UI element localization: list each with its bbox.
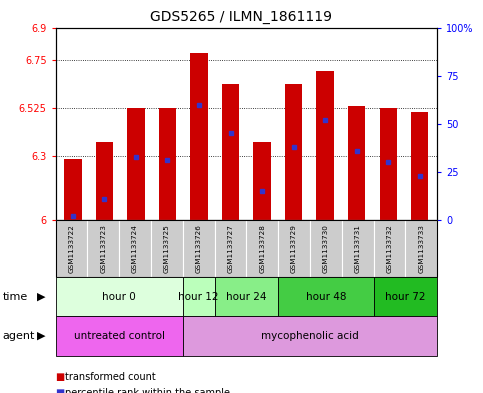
- Bar: [316, 72, 334, 220]
- Text: GSM1133725: GSM1133725: [164, 224, 170, 273]
- Text: GSM1133730: GSM1133730: [323, 224, 329, 273]
- Bar: [278, 277, 373, 316]
- Bar: [405, 220, 437, 277]
- Text: hour 48: hour 48: [306, 292, 346, 302]
- Bar: [183, 220, 214, 277]
- Bar: [214, 220, 246, 277]
- Text: GSM1133724: GSM1133724: [132, 224, 138, 273]
- Text: transformed count: transformed count: [65, 372, 156, 382]
- Text: ■: ■: [56, 372, 65, 382]
- Bar: [373, 220, 405, 277]
- Text: GSM1133726: GSM1133726: [196, 224, 201, 273]
- Bar: [342, 220, 373, 277]
- Text: GDS5265 / ILMN_1861119: GDS5265 / ILMN_1861119: [151, 10, 332, 24]
- Text: GSM1133732: GSM1133732: [386, 224, 392, 273]
- Text: ▶: ▶: [37, 331, 45, 341]
- Text: untreated control: untreated control: [73, 331, 165, 341]
- Text: ■: ■: [56, 388, 65, 393]
- Text: GSM1133722: GSM1133722: [69, 224, 74, 273]
- Bar: [380, 108, 397, 220]
- Bar: [56, 220, 87, 277]
- Bar: [246, 220, 278, 277]
- Text: hour 72: hour 72: [385, 292, 426, 302]
- Bar: [278, 220, 310, 277]
- Text: time: time: [2, 292, 28, 302]
- Bar: [183, 277, 214, 316]
- Bar: [119, 220, 151, 277]
- Bar: [285, 84, 302, 220]
- Text: hour 24: hour 24: [226, 292, 267, 302]
- Bar: [310, 220, 342, 277]
- Text: hour 0: hour 0: [102, 292, 136, 302]
- Bar: [56, 277, 183, 316]
- Bar: [183, 316, 437, 356]
- Bar: [56, 316, 183, 356]
- Text: percentile rank within the sample: percentile rank within the sample: [65, 388, 230, 393]
- Bar: [214, 277, 278, 316]
- Bar: [411, 112, 428, 220]
- Text: GSM1133723: GSM1133723: [100, 224, 106, 273]
- Bar: [159, 108, 176, 220]
- Bar: [96, 142, 113, 220]
- Bar: [373, 277, 437, 316]
- Text: mycophenolic acid: mycophenolic acid: [261, 331, 359, 341]
- Text: ▶: ▶: [37, 292, 45, 302]
- Text: GSM1133733: GSM1133733: [418, 224, 424, 273]
- Text: GSM1133731: GSM1133731: [355, 224, 361, 273]
- Bar: [64, 159, 82, 220]
- Bar: [87, 220, 119, 277]
- Bar: [254, 142, 271, 220]
- Bar: [222, 84, 239, 220]
- Bar: [190, 53, 208, 220]
- Bar: [128, 108, 144, 220]
- Text: GSM1133727: GSM1133727: [227, 224, 233, 273]
- Text: agent: agent: [2, 331, 35, 341]
- Text: GSM1133729: GSM1133729: [291, 224, 297, 273]
- Text: GSM1133728: GSM1133728: [259, 224, 265, 273]
- Bar: [348, 106, 365, 220]
- Bar: [151, 220, 183, 277]
- Text: hour 12: hour 12: [178, 292, 219, 302]
